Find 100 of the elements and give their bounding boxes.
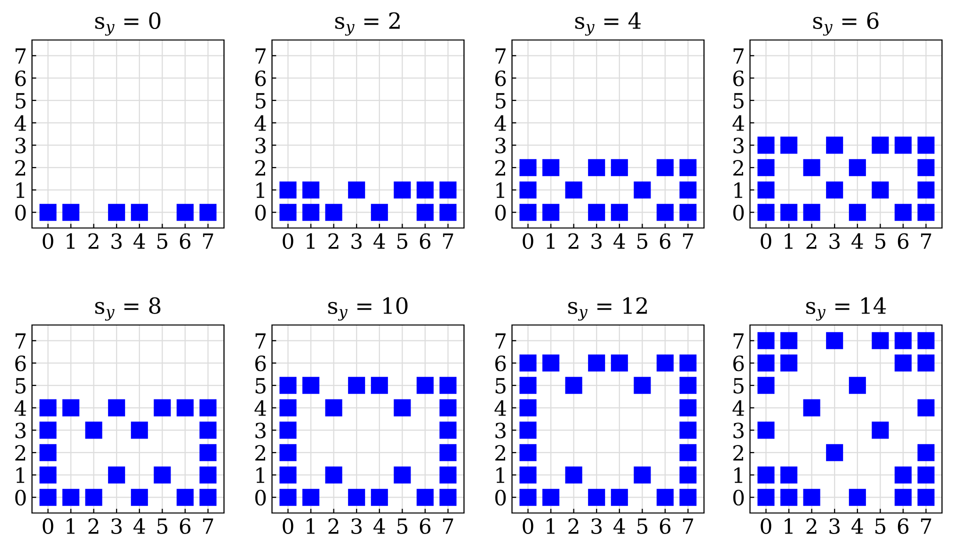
- point: [848, 376, 866, 394]
- point: [757, 376, 775, 394]
- point: [826, 332, 844, 350]
- point: [199, 488, 217, 506]
- y-tick-label: 4: [494, 115, 506, 131]
- y-tick-label: 5: [256, 93, 266, 109]
- y-tick-label: 2: [255, 160, 266, 176]
- point: [894, 332, 912, 350]
- x-tick-label: 3: [112, 233, 122, 249]
- point: [894, 354, 912, 372]
- chart-title: s$_{y}$ = 14: [806, 297, 886, 321]
- y-tick-label: 6: [495, 356, 506, 372]
- point: [634, 466, 651, 484]
- point: [542, 204, 560, 221]
- y-tick-label: 6: [733, 356, 744, 372]
- point: [439, 422, 457, 439]
- y-tick-label: 1: [496, 182, 504, 198]
- point: [757, 181, 775, 198]
- x-tick-label: 6: [660, 233, 670, 249]
- y-tick-label: 2: [495, 160, 506, 176]
- point: [917, 444, 935, 462]
- point: [917, 332, 935, 350]
- x-tick-label: 3: [352, 518, 362, 534]
- point: [348, 488, 366, 506]
- point: [154, 399, 171, 416]
- point: [634, 181, 651, 198]
- point: [325, 466, 342, 484]
- point: [85, 422, 102, 439]
- point: [679, 376, 697, 394]
- x-tick-label: 2: [328, 233, 338, 249]
- point: [757, 354, 775, 372]
- y-tick-label: 3: [733, 138, 744, 154]
- point: [588, 488, 606, 506]
- point: [894, 204, 912, 221]
- x-tick-label: 1: [306, 233, 315, 249]
- x-tick-label: 6: [420, 233, 430, 249]
- y-tick-label: 3: [255, 422, 266, 438]
- x-tick-label: 0: [42, 233, 54, 249]
- y-tick-label: 7: [16, 48, 26, 64]
- point: [416, 376, 434, 394]
- point: [199, 444, 217, 462]
- y-tick-label: 4: [254, 115, 266, 131]
- x-tick-label: 0: [282, 518, 294, 534]
- x-tick-label: 7: [443, 518, 454, 534]
- point: [439, 444, 457, 462]
- y-tick-label: 3: [733, 422, 744, 438]
- point: [416, 488, 434, 506]
- y-tick-label: 4: [14, 115, 26, 131]
- point: [872, 181, 889, 198]
- y-tick-label: 3: [495, 422, 506, 438]
- point: [542, 354, 560, 372]
- x-tick-label: 1: [784, 518, 793, 534]
- point: [39, 466, 57, 484]
- point: [634, 376, 651, 394]
- x-tick-label: 5: [397, 518, 408, 534]
- point: [679, 181, 697, 198]
- point: [588, 204, 606, 221]
- point: [780, 204, 798, 221]
- point: [803, 159, 820, 176]
- chart-title: s$_{y}$ = 0: [95, 12, 160, 36]
- x-tick-label: 2: [568, 233, 578, 249]
- point: [85, 488, 102, 506]
- y-tick-label: 4: [732, 115, 744, 131]
- x-tick-label: 0: [760, 518, 772, 534]
- x-tick-label: 3: [112, 518, 122, 534]
- point: [519, 204, 537, 221]
- x-tick-label: 0: [42, 518, 54, 534]
- point: [610, 204, 628, 221]
- x-tick-label: 5: [637, 234, 648, 249]
- point: [39, 399, 57, 416]
- point: [154, 466, 171, 484]
- x-tick-label: 4: [613, 518, 626, 534]
- point: [826, 136, 844, 154]
- chart-title: s$_{y}$ = 2: [335, 12, 400, 36]
- point: [894, 488, 912, 506]
- point: [917, 204, 935, 221]
- y-tick-label: 7: [734, 48, 744, 64]
- y-tick-label: 1: [256, 182, 264, 198]
- point: [917, 399, 935, 416]
- y-tick-label: 6: [15, 356, 26, 372]
- chart-title: s$_{y}$ = 6: [813, 12, 878, 36]
- point: [279, 466, 297, 484]
- point: [826, 181, 844, 198]
- point: [519, 181, 537, 198]
- x-tick-label: 0: [522, 233, 534, 249]
- x-tick-label: 2: [88, 233, 98, 249]
- x-tick-label: 6: [180, 233, 190, 249]
- point: [519, 376, 537, 394]
- point: [62, 399, 80, 416]
- y-tick-label: 1: [16, 467, 24, 483]
- x-tick-label: 3: [592, 233, 602, 249]
- point: [176, 488, 194, 506]
- x-tick-label: 4: [851, 233, 864, 249]
- x-tick-label: 5: [157, 234, 168, 249]
- y-tick-label: 4: [254, 400, 266, 416]
- point: [39, 422, 57, 439]
- y-tick-label: 6: [255, 356, 266, 372]
- point: [519, 444, 537, 462]
- x-tick-label: 7: [683, 234, 694, 249]
- point: [588, 159, 606, 176]
